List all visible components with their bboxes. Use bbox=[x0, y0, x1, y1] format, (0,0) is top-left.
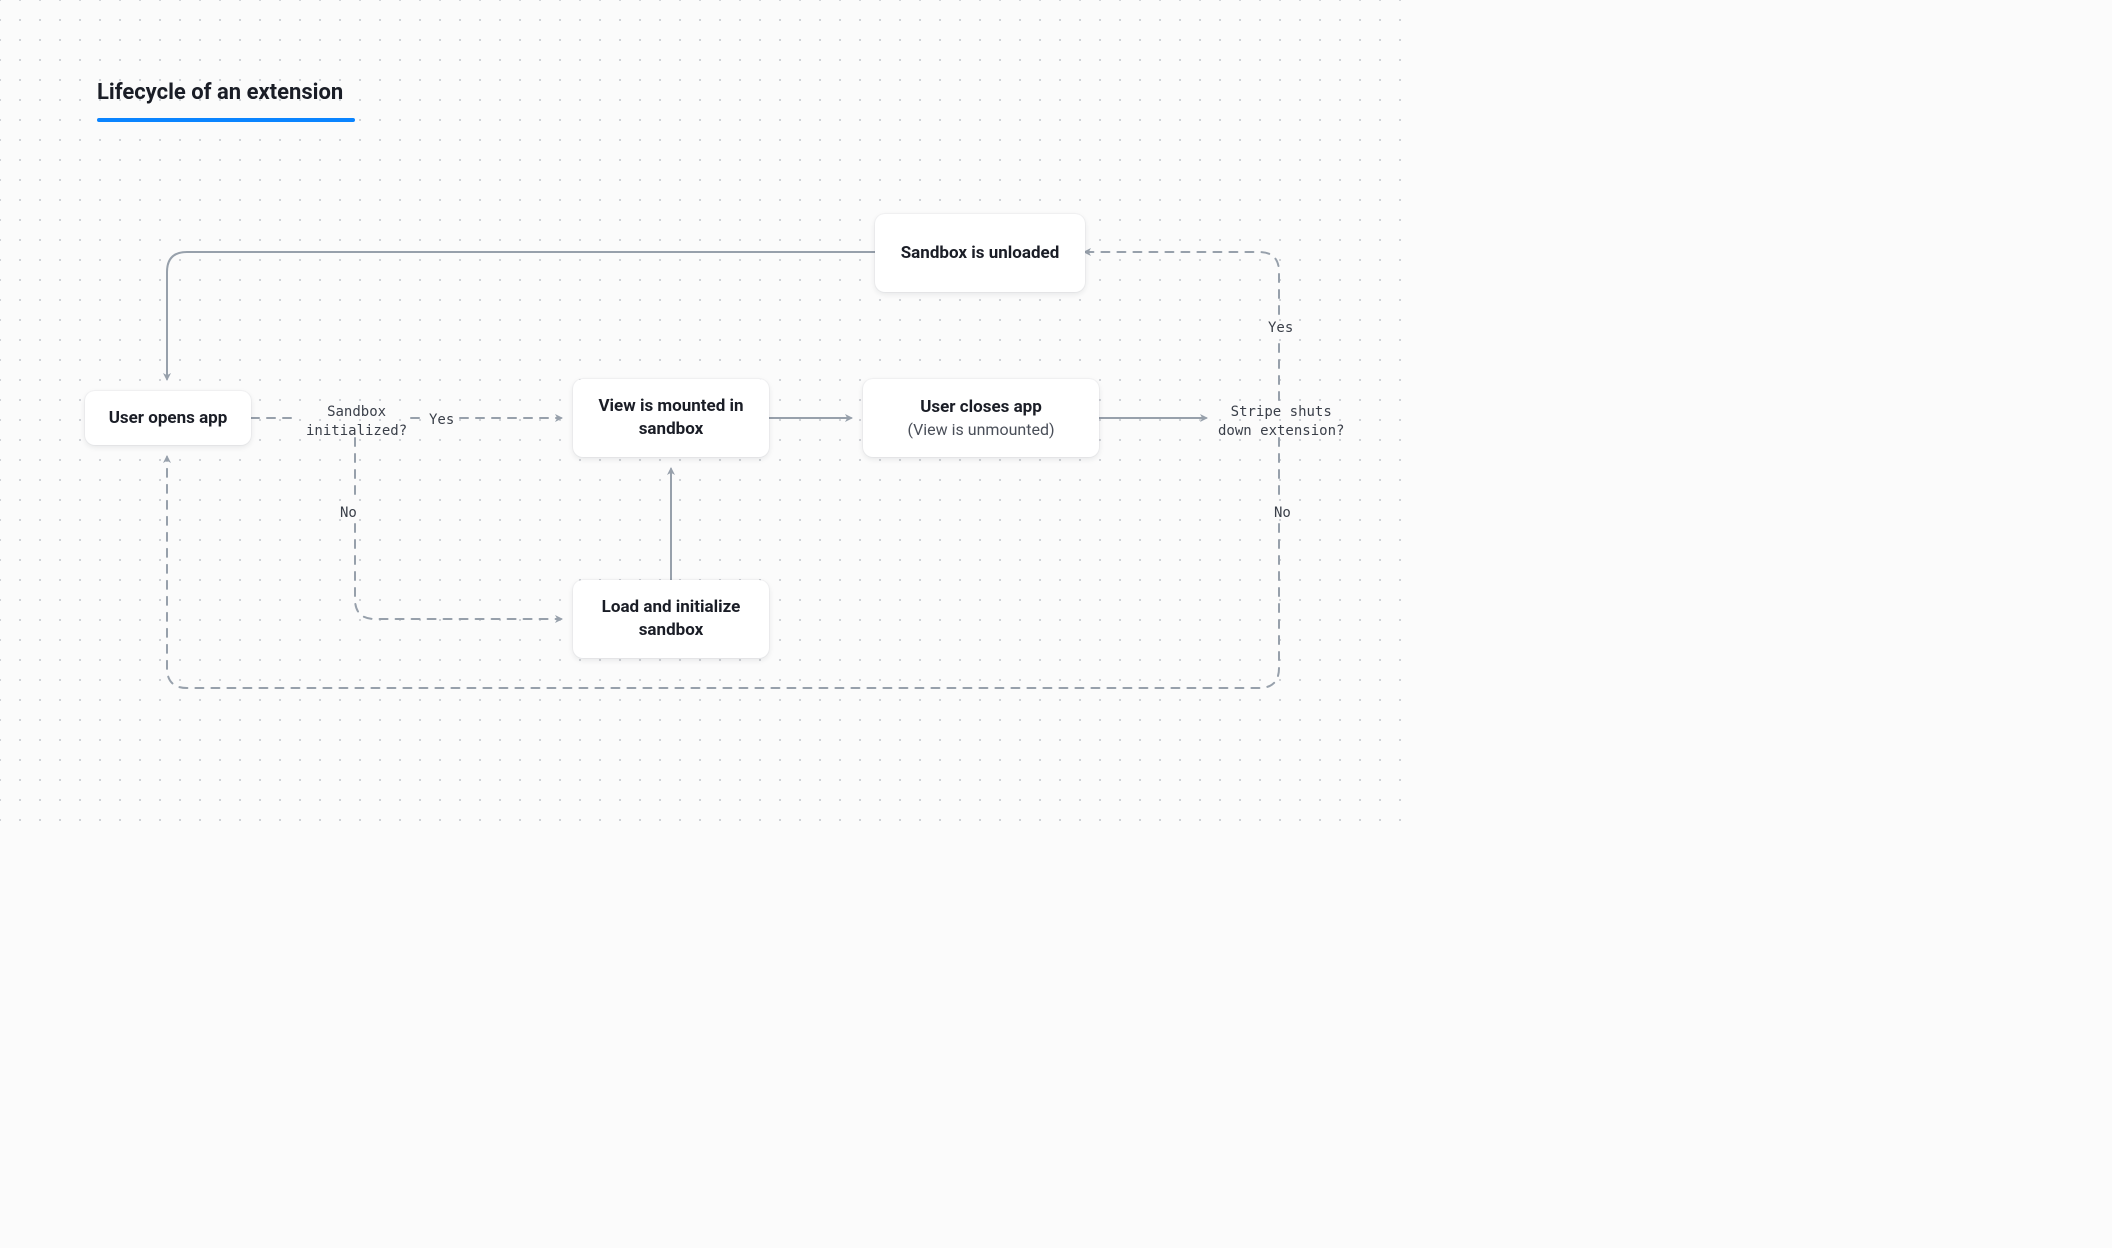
edge-unloaded-to-opens bbox=[167, 252, 875, 379]
node-user-opens-app: User opens app bbox=[85, 391, 251, 445]
node-label: User closes app bbox=[920, 396, 1042, 419]
label-yes: Yes bbox=[429, 411, 454, 430]
node-label: User opens app bbox=[109, 407, 228, 430]
node-sandbox-unloaded: Sandbox is unloaded bbox=[875, 214, 1085, 292]
label-no: No bbox=[1274, 504, 1291, 523]
label-sandbox-initialized: Sandbox initialized? bbox=[306, 403, 407, 441]
node-label: Load and initialize sandbox bbox=[593, 596, 749, 642]
diagram-canvas: Lifecycle of an extension User opens app… bbox=[0, 0, 1408, 832]
edge-yes-to-unloaded bbox=[1085, 252, 1279, 314]
node-load-initialize-sandbox: Load and initialize sandbox bbox=[573, 580, 769, 658]
node-label: Sandbox is unloaded bbox=[901, 242, 1060, 265]
label-yes: Yes bbox=[1268, 319, 1293, 338]
node-sublabel: (View is unmounted) bbox=[907, 419, 1054, 441]
title-underline bbox=[97, 118, 355, 122]
edge-no-to-load bbox=[355, 524, 561, 619]
diagram-title: Lifecycle of an extension bbox=[97, 80, 343, 105]
node-user-closes-app: User closes app (View is unmounted) bbox=[863, 379, 1099, 457]
label-no: No bbox=[340, 504, 357, 523]
label-stripe-shuts-down: Stripe shuts down extension? bbox=[1218, 403, 1344, 441]
node-label: View is mounted in sandbox bbox=[593, 395, 749, 441]
node-view-mounted: View is mounted in sandbox bbox=[573, 379, 769, 457]
